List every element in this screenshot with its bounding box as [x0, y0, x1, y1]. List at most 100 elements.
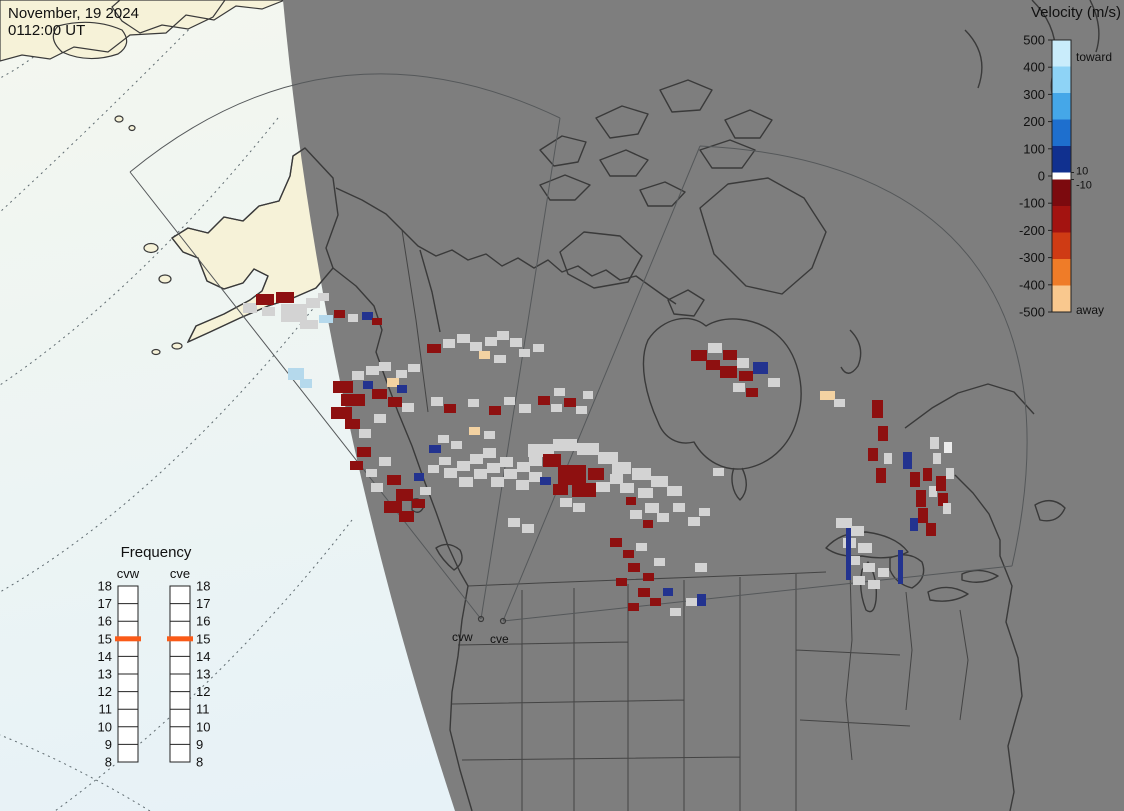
- radar-cell: [414, 473, 424, 481]
- radar-cell: [485, 337, 497, 346]
- radar-cell: [540, 477, 551, 485]
- frequency-tick-label: 11: [99, 702, 113, 717]
- radar-cell: [362, 312, 373, 320]
- radar-cell: [554, 388, 565, 396]
- radar-cell: [243, 303, 257, 313]
- radar-site-marker-cvw: [477, 615, 485, 623]
- timestamp: November, 19 2024 0112:00 UT: [8, 5, 139, 39]
- radar-cell: [673, 503, 685, 512]
- radar-cell: [412, 499, 425, 508]
- velocity-tick-label: -500: [1019, 305, 1045, 320]
- political-borders: [401, 229, 969, 811]
- radar-cell: [650, 598, 661, 606]
- radar-cell: [884, 453, 892, 464]
- radar-cell: [479, 351, 490, 359]
- frequency-tick-label: 18: [196, 579, 210, 594]
- velocity-segment-toward: [1052, 66, 1071, 93]
- frequency-tick-label: 15: [98, 631, 112, 646]
- radar-cell: [345, 419, 360, 429]
- radar-cell: [768, 378, 780, 387]
- radar-cell: [350, 461, 363, 470]
- radar-cell: [300, 379, 312, 388]
- radar-cell: [876, 468, 886, 483]
- radar-cell: [494, 355, 506, 363]
- radar-cell: [946, 468, 954, 479]
- radar-cell: [632, 468, 651, 480]
- radar-cell: [936, 476, 946, 491]
- velocity-segment-toward: [1052, 119, 1071, 146]
- radar-fov-outlines: [129, 73, 1028, 622]
- radar-cell: [667, 486, 682, 496]
- radar-cell: [300, 320, 318, 329]
- velocity-tick-label: -300: [1019, 250, 1045, 265]
- radar-cell: [553, 484, 568, 495]
- frequency-tick-label: 18: [98, 579, 112, 594]
- velocity-tick-label: -400: [1019, 277, 1045, 292]
- radar-cell: [636, 543, 647, 551]
- radar-cell: [519, 404, 531, 413]
- radar-cell: [333, 381, 353, 393]
- radar-cell: [497, 331, 509, 340]
- radar-cell: [898, 550, 903, 584]
- radar-cell: [558, 465, 586, 485]
- frequency-tick-label: 9: [196, 737, 203, 752]
- velocity-segment-away: [1052, 179, 1071, 206]
- radar-cell: [930, 437, 939, 449]
- frequency-tick-label: 14: [98, 649, 112, 664]
- radar-cell: [643, 520, 653, 528]
- radar-cell: [612, 462, 631, 474]
- velocity-tick-label: 100: [1023, 141, 1045, 156]
- velocity-tick-label: 200: [1023, 114, 1045, 129]
- velocity-legend: Velocity (m/s) 500 400 300 200 100 0 -100 -200 -…: [1019, 4, 1121, 320]
- radar-cell: [926, 523, 936, 536]
- radar-cell: [379, 362, 391, 371]
- radar-cell: [670, 608, 681, 616]
- radar-cell: [933, 453, 941, 464]
- radar-cell: [384, 501, 402, 513]
- radar-cell: [504, 397, 515, 405]
- frequency-tick-label: 12: [98, 684, 112, 699]
- radar-cell: [620, 483, 634, 493]
- radar-cell: [517, 462, 530, 472]
- great-lakes: [825, 531, 999, 613]
- radar-cell: [638, 488, 653, 498]
- radar-cell: [868, 448, 878, 461]
- radar-cell: [657, 513, 669, 522]
- radar-cell: [399, 511, 414, 522]
- radar-cell: [396, 489, 413, 501]
- radar-cell: [645, 503, 659, 513]
- radar-cell: [428, 465, 439, 473]
- radar-cell: [491, 477, 504, 487]
- radar-cell: [628, 563, 640, 572]
- radar-cell: [528, 444, 554, 457]
- radar-cell: [739, 371, 753, 381]
- frequency-tick-label: 13: [196, 667, 210, 682]
- radar-cell: [306, 298, 320, 308]
- velocity-tick-label: 500: [1023, 33, 1045, 48]
- radar-cell: [470, 342, 482, 351]
- radar-cell: [663, 588, 673, 596]
- velocity-zero-band: [1052, 172, 1071, 180]
- radar-cell: [850, 526, 864, 536]
- radar-cell: [374, 414, 386, 423]
- radar-cell: [916, 490, 926, 507]
- small-islands: [114, 115, 183, 356]
- radar-cell: [348, 314, 358, 322]
- radar-cell: [834, 399, 845, 407]
- radar-cell: [872, 400, 883, 418]
- frequency-tick-label: 10: [196, 719, 210, 734]
- radar-cell: [564, 398, 576, 407]
- radar-cell: [508, 518, 520, 527]
- radar-cell: [443, 339, 455, 348]
- frequency-tick-label: 8: [196, 755, 203, 770]
- radar-cell: [519, 349, 530, 357]
- radar-cell: [533, 344, 544, 352]
- radar-cell: [616, 578, 627, 586]
- radar-cell: [583, 391, 593, 399]
- frequency-legend: Frequency cvw cve 1817161514131211109818…: [98, 544, 211, 770]
- frequency-tick-label: 15: [196, 631, 210, 646]
- frequency-tick-label: 16: [196, 614, 210, 629]
- frequency-tick-label: 8: [105, 755, 112, 770]
- radar-cell: [551, 404, 562, 412]
- radar-cell: [577, 443, 599, 455]
